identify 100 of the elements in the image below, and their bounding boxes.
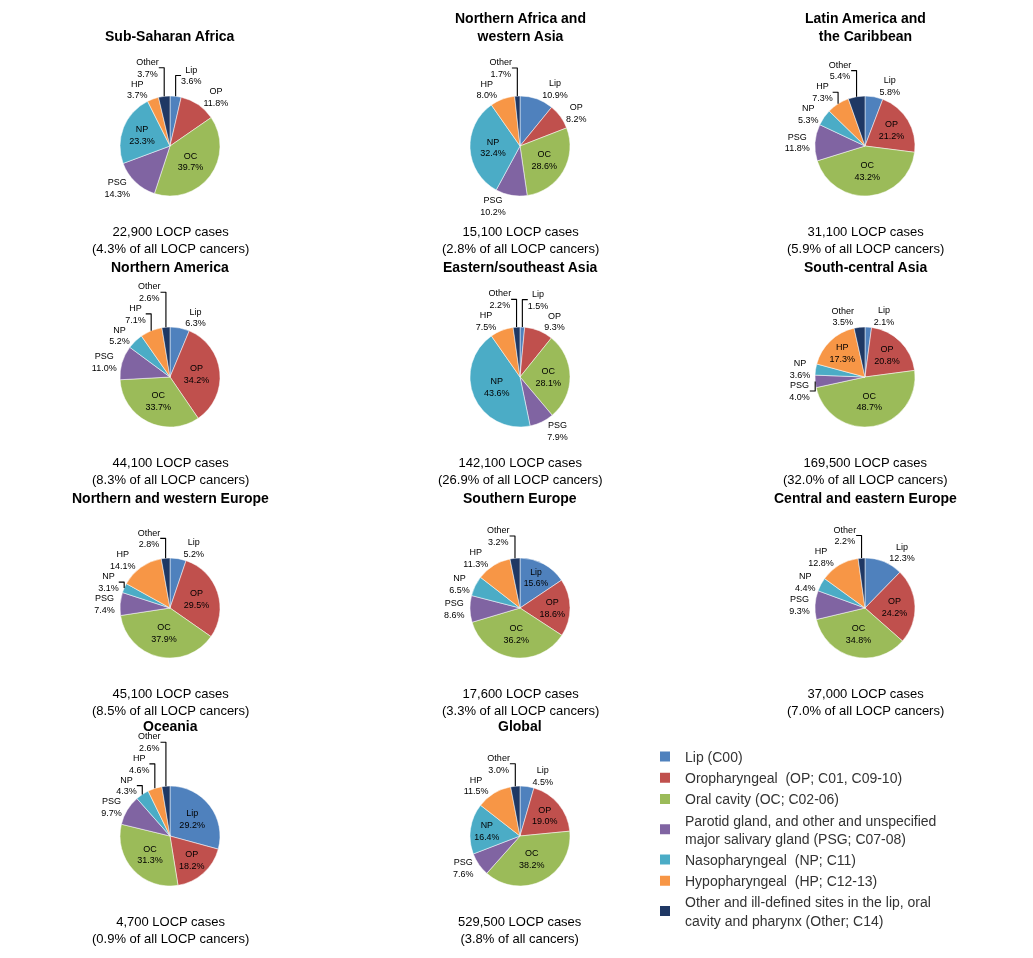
data-label: 4.0% xyxy=(789,391,810,402)
data-label: 2.2% xyxy=(489,300,511,311)
data-label: 28.6% xyxy=(531,160,557,171)
slice-label: PSG xyxy=(101,796,121,807)
slice-label: OP xyxy=(185,849,199,860)
legend-label: Parotid gland, and other and unspecified major salivary gland (PSG; C07-08) xyxy=(685,812,937,847)
data-label: 8.6% xyxy=(444,609,465,620)
slice-label: OC xyxy=(862,390,877,401)
text: 17,600 LOCP cases (3.3% of all LOCP cancers) xyxy=(442,686,600,718)
slice-label: NP xyxy=(135,124,149,135)
slice-label: OC xyxy=(151,390,166,401)
slice-label: PSG xyxy=(94,593,114,603)
chart-title: Sub-Saharan Africa xyxy=(105,28,235,44)
data-label: OP 19.0% xyxy=(531,804,558,827)
slice-label: Lip xyxy=(532,288,545,299)
text: 169,500 LOCP cases (32.0% of all LOCP cancers) xyxy=(783,455,948,487)
data-label: HP 11.5% xyxy=(463,774,489,797)
data-label: 5.8% xyxy=(879,87,900,98)
slice-label: OC xyxy=(537,149,552,160)
slice-label: OC xyxy=(509,623,524,634)
data-label: 2.8% xyxy=(138,539,160,550)
data-label: 1.5% xyxy=(527,300,549,311)
slice-label: PSG xyxy=(787,131,807,142)
slice-label: Lip xyxy=(530,567,542,578)
slice-label: NP xyxy=(102,571,115,582)
slice-label: OP xyxy=(548,310,562,321)
chart-title: Northern and western Europe xyxy=(72,490,270,506)
data-label: 7.4% xyxy=(94,604,115,615)
slice-label: Lip xyxy=(186,808,199,819)
slice-label: NP xyxy=(793,358,807,369)
data-label: 43.2% xyxy=(854,172,880,183)
data-label: 11.3% xyxy=(463,558,489,569)
slice-label: Other xyxy=(136,56,159,67)
data-label: 29.2% xyxy=(179,819,205,830)
data-label: 3.7% xyxy=(126,90,148,101)
slice-label: Other xyxy=(489,57,512,68)
data-label: 5.2% xyxy=(183,548,205,559)
slice-label: HP xyxy=(469,546,483,557)
data-label: 10.2% xyxy=(480,206,506,217)
data-label: 31.3% xyxy=(137,855,163,866)
data-label: 12.8% xyxy=(808,557,834,568)
data-label: 3.5% xyxy=(832,317,854,328)
data-label: 11.8% xyxy=(203,98,229,109)
slice-label: HP xyxy=(479,310,493,321)
slice-label: HP xyxy=(116,549,130,560)
text: 4,700 LOCP cases (0.9% of all LOCP cancers) xyxy=(92,914,250,946)
slice-label: HP xyxy=(814,546,828,557)
slice-label: HP xyxy=(835,342,849,353)
text: 15,100 LOCP cases (2.8% of all LOCP cancers) xyxy=(442,224,600,256)
data-label: 37.9% xyxy=(151,634,177,645)
slice-label: OP xyxy=(189,588,203,599)
slice-label: PSG xyxy=(483,194,503,205)
slice-label: NP xyxy=(490,376,504,387)
slice-label: NP xyxy=(798,571,812,582)
data-label: 36.2% xyxy=(503,634,529,645)
chart-title: Latin America and the Caribbean xyxy=(805,10,926,45)
data-label: 12.3% xyxy=(889,553,915,564)
slice-label: Other xyxy=(487,525,510,536)
data-label: 18.2% xyxy=(178,860,205,871)
slice-label: OP xyxy=(888,596,902,607)
slice-label: Lip xyxy=(548,78,561,89)
slice-label: OC xyxy=(183,150,198,161)
chart-title: Northern America xyxy=(111,259,229,275)
slice-label: Other xyxy=(828,59,852,70)
legend-label: Oral cavity (OC; C02-06) xyxy=(685,791,840,808)
data-label: 5.2% xyxy=(109,336,130,347)
data-label: 33.7% xyxy=(145,401,171,412)
data-label: 9.3% xyxy=(789,605,810,616)
data-label: 21.2% xyxy=(878,130,905,141)
slice-label: Lip xyxy=(185,64,198,75)
data-label: 39.7% xyxy=(177,162,204,173)
data-label: 18.6% xyxy=(539,608,565,619)
data-label: 5.3% xyxy=(797,114,819,125)
data-label: 5.4% xyxy=(829,71,851,82)
data-label: 24.2% xyxy=(881,607,908,618)
text: 45,100 LOCP cases (8.5% of all LOCP cancers) xyxy=(92,686,250,718)
text: 142,100 LOCP cases (26.9% of all LOCP cancers) xyxy=(438,455,603,487)
data-label: 2.1% xyxy=(873,317,895,328)
legend-label: Lip (C00) xyxy=(685,749,743,766)
data-label: 3.7% xyxy=(137,68,158,79)
data-label: 29.5% xyxy=(183,600,210,611)
data-label: 8.2% xyxy=(565,113,587,124)
data-label: 2.2% xyxy=(834,536,856,547)
slice-label: OC xyxy=(143,843,158,854)
chart-title: Southern Europe xyxy=(463,490,577,506)
slice-label: Lip xyxy=(896,541,909,552)
slice-label: OC xyxy=(860,160,875,171)
data-label: 9.7% xyxy=(101,808,122,819)
data-label: 9.3% xyxy=(544,322,565,333)
data-label: 4.6% xyxy=(128,764,150,775)
slice-label: NP xyxy=(113,324,126,335)
data-label: 43.6% xyxy=(484,387,510,398)
data-label: PSG 7.6% xyxy=(452,857,474,879)
text: 37,000 LOCP cases (7.0% of all LOCP cancers) xyxy=(787,686,945,718)
data-label: 4.3% xyxy=(116,786,137,797)
data-label: Lip 4.5% xyxy=(532,765,553,787)
data-label: 11.8% xyxy=(784,143,810,154)
slice-label: PSG xyxy=(548,419,568,430)
slice-label: Lip xyxy=(189,306,202,317)
slice-label: OC xyxy=(851,622,866,633)
